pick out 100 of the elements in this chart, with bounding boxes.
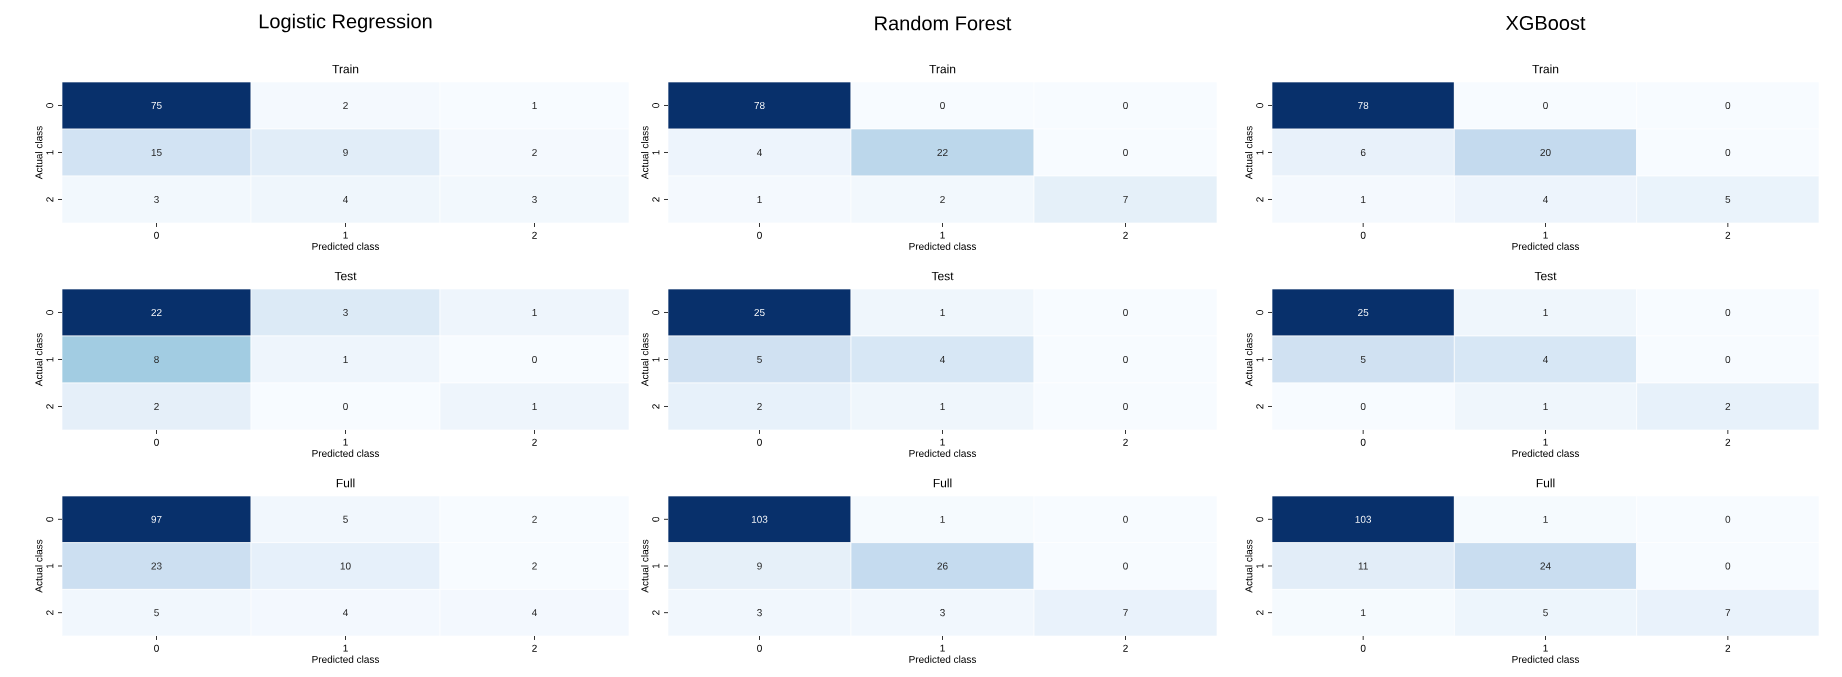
data-label: 25	[754, 308, 765, 317]
data-label: 10	[340, 562, 351, 570]
chart-title: Full	[933, 478, 952, 488]
data-label: 1	[940, 515, 945, 523]
x-tick-label: 0	[757, 644, 762, 652]
x-tick-label: 0	[154, 231, 159, 239]
y-tick-label: 2	[46, 404, 54, 409]
y-tick-label: 2	[1256, 404, 1264, 409]
x-tick-label: 0	[1360, 231, 1366, 239]
data-label: 0	[1123, 402, 1128, 411]
x-tick-label: 0	[757, 231, 762, 239]
data-label: 1	[532, 403, 537, 410]
x-tick-label: 2	[1725, 438, 1731, 446]
data-label: 1	[1361, 196, 1366, 203]
chart-title: Test	[334, 271, 357, 281]
data-label: 0	[1123, 308, 1128, 317]
x-tick-label: 1	[1543, 644, 1548, 652]
data-label: 2	[940, 195, 945, 203]
y-tick-label: 1	[1256, 357, 1264, 362]
data-label: 5	[343, 515, 348, 523]
data-label: 0	[1123, 515, 1128, 523]
x-axis-title: Predicted class	[312, 242, 380, 250]
data-label: 78	[754, 101, 765, 110]
data-label: 2	[532, 515, 537, 523]
data-label: 103	[1355, 515, 1372, 523]
y-tick-label: 2	[652, 610, 660, 615]
x-tick-label: 1	[940, 231, 945, 239]
x-tick-label: 1	[940, 438, 945, 446]
x-tick-label: 1	[940, 644, 945, 652]
data-label: 1	[532, 102, 537, 109]
y-tick-label: 2	[46, 610, 54, 615]
data-label: 6	[1360, 148, 1366, 157]
y-tick-label: 2	[652, 404, 660, 409]
x-tick-label: 0	[757, 438, 762, 446]
y-tick-label: 1	[652, 150, 660, 155]
x-tick-label: 0	[1360, 644, 1366, 652]
data-label: 0	[1123, 562, 1128, 570]
data-label: 78	[1358, 101, 1369, 110]
data-label: 0	[343, 402, 348, 411]
data-label: 8	[154, 355, 159, 364]
x-axis-title: Predicted class	[909, 242, 977, 250]
data-label: 97	[151, 515, 162, 523]
data-label: 5	[154, 609, 159, 617]
x-tick-label: 1	[343, 644, 348, 652]
data-label: 5	[757, 356, 762, 363]
y-tick-label: 0	[1256, 103, 1264, 108]
x-tick-label: 2	[1725, 231, 1731, 239]
y-tick-label: 1	[652, 563, 660, 569]
data-label: 9	[343, 148, 348, 157]
data-label: 0	[1123, 355, 1128, 364]
data-label: 5	[1725, 196, 1731, 203]
chart-title: XGBoost	[1505, 15, 1586, 31]
x-tick-label: 2	[1123, 438, 1128, 446]
data-label: 23	[151, 562, 162, 570]
data-label: 4	[939, 356, 945, 363]
y-tick-label: 1	[1256, 563, 1264, 569]
data-label: 0	[532, 355, 537, 364]
data-label: 1	[1543, 515, 1548, 523]
data-label: 0	[1725, 101, 1731, 110]
x-axis-title: Predicted class	[1512, 242, 1580, 250]
data-label: 1	[940, 309, 945, 316]
x-tick-label: 2	[1123, 644, 1128, 652]
data-label: 0	[940, 101, 945, 110]
data-label: 3	[154, 195, 159, 204]
x-axis-title: Predicted class	[909, 655, 977, 663]
y-tick-label: 2	[1256, 197, 1264, 202]
data-label: 24	[1540, 562, 1551, 570]
data-label: 7	[1725, 609, 1731, 617]
y-axis-title: Actual class	[35, 539, 43, 593]
y-tick-label: 0	[652, 516, 660, 522]
data-label: 2	[532, 562, 537, 570]
data-label: 0	[1725, 308, 1731, 317]
y-axis-title: Actual class	[35, 333, 43, 387]
data-label: 5	[1360, 356, 1366, 363]
data-label: 1	[757, 196, 762, 203]
chart-title: Logistic Regression	[259, 13, 432, 33]
chart-subtitle: Train	[332, 64, 359, 74]
x-tick-label: 2	[532, 438, 537, 446]
data-label: 3	[757, 609, 762, 617]
data-label: 0	[1123, 101, 1128, 110]
data-label: 4	[342, 196, 348, 203]
data-label: 3	[940, 609, 945, 617]
data-label: 75	[151, 102, 162, 109]
x-tick-label: 2	[1123, 231, 1128, 239]
y-tick-label: 1	[652, 357, 660, 362]
y-axis-title: Actual class	[1245, 126, 1253, 180]
data-label: 3	[343, 308, 348, 317]
data-label: 2	[1725, 402, 1731, 410]
x-tick-label: 1	[1543, 438, 1548, 446]
data-label: 2	[757, 402, 762, 410]
data-label: 1	[1543, 309, 1548, 316]
x-tick-label: 1	[343, 231, 348, 239]
chart-subtitle: Train	[1532, 64, 1559, 74]
y-axis-title: Actual class	[641, 126, 649, 180]
data-label: 3	[532, 195, 537, 204]
x-tick-label: 1	[343, 438, 348, 446]
y-tick-label: 0	[46, 516, 54, 522]
y-tick-label: 0	[46, 103, 54, 108]
data-label: 5	[1543, 609, 1548, 617]
data-label: 0	[1543, 101, 1548, 110]
